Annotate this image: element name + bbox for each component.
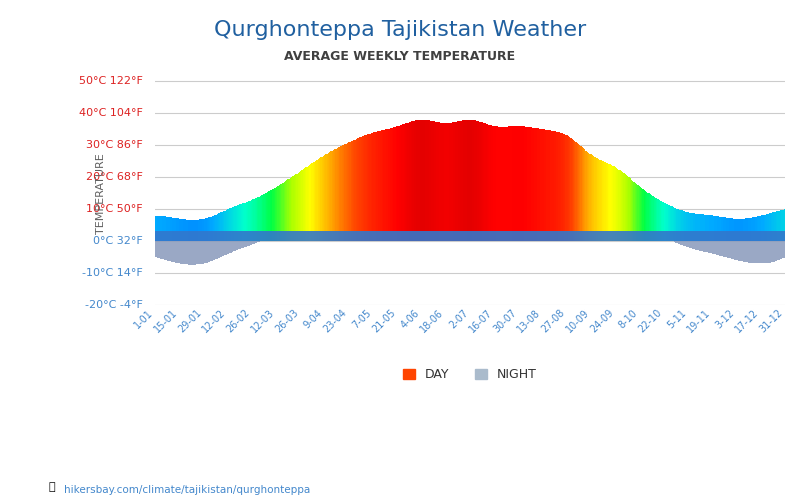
Legend: DAY, NIGHT: DAY, NIGHT (398, 363, 542, 386)
Text: -10°C 14°F: -10°C 14°F (82, 268, 142, 278)
Text: Qurghonteppa Tajikistan Weather: Qurghonteppa Tajikistan Weather (214, 20, 586, 40)
Text: -20°C -4°F: -20°C -4°F (85, 300, 142, 310)
Text: AVERAGE WEEKLY TEMPERATURE: AVERAGE WEEKLY TEMPERATURE (285, 50, 515, 63)
Text: 🌐: 🌐 (49, 482, 55, 492)
Text: TEMPERATURE: TEMPERATURE (97, 153, 106, 234)
Text: 20°C 68°F: 20°C 68°F (86, 172, 142, 182)
Text: 0°C 32°F: 0°C 32°F (93, 236, 142, 246)
Text: 40°C 104°F: 40°C 104°F (79, 108, 142, 118)
Text: hikersbay.com/climate/tajikistan/qurghonteppa: hikersbay.com/climate/tajikistan/qurghon… (64, 485, 310, 495)
Text: 30°C 86°F: 30°C 86°F (86, 140, 142, 150)
Text: 50°C 122°F: 50°C 122°F (79, 76, 142, 86)
Text: 10°C 50°F: 10°C 50°F (86, 204, 142, 214)
